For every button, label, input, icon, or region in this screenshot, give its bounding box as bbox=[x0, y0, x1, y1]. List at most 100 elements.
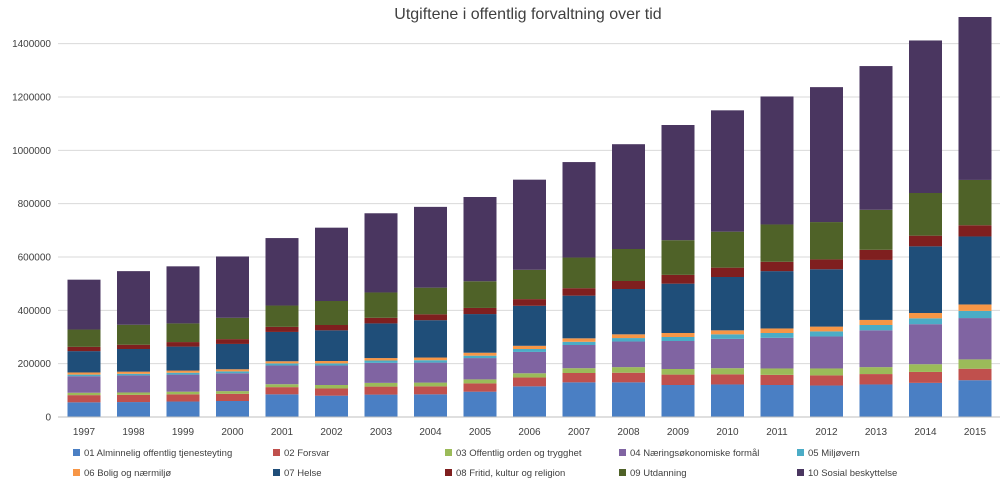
bar-segment bbox=[414, 362, 447, 383]
legend-item: 08 Fritid, kultur og religion bbox=[445, 468, 565, 479]
bar-segment bbox=[562, 341, 596, 345]
bar-segment bbox=[315, 363, 348, 366]
bar-segment bbox=[760, 333, 794, 338]
bar-segment bbox=[562, 345, 596, 369]
bar-segment bbox=[612, 382, 645, 417]
bar-segment bbox=[117, 392, 150, 395]
legend-swatch bbox=[273, 449, 280, 456]
x-tick-label: 1998 bbox=[122, 427, 145, 438]
bar-segment bbox=[711, 231, 744, 268]
bar-segment bbox=[67, 346, 101, 352]
bar-segment bbox=[760, 368, 794, 375]
bar-stack-2011 bbox=[760, 96, 794, 417]
bar-segment bbox=[859, 319, 893, 325]
bar-segment bbox=[414, 360, 447, 363]
bar-segment bbox=[958, 236, 992, 305]
bar-segment bbox=[859, 209, 893, 250]
bar-segment bbox=[117, 402, 150, 417]
legend-label: 06 Bolig og nærmiljø bbox=[84, 468, 171, 479]
bar-segment bbox=[810, 375, 843, 386]
bar-segment bbox=[364, 213, 398, 293]
bar-segment bbox=[364, 317, 398, 324]
bar-segment bbox=[612, 334, 645, 339]
bar-segment bbox=[166, 401, 200, 417]
legend-label: 10 Sosial beskyttelse bbox=[808, 468, 897, 479]
bar-segment bbox=[711, 384, 744, 417]
bar-segment bbox=[265, 365, 299, 385]
bar-segment bbox=[463, 314, 497, 353]
bar-stack-1999 bbox=[166, 266, 200, 417]
x-tick-label: 2000 bbox=[221, 427, 244, 438]
bar-segment bbox=[216, 373, 249, 392]
bar-segment bbox=[810, 326, 843, 332]
bar-segment bbox=[810, 269, 843, 327]
y-tick-label: 0 bbox=[45, 413, 51, 424]
bar-segment bbox=[117, 394, 150, 403]
legend-swatch bbox=[797, 469, 804, 476]
bar-segment bbox=[216, 339, 249, 344]
bar-segment bbox=[859, 249, 893, 260]
bar-segment bbox=[562, 288, 596, 296]
bar-segment bbox=[216, 369, 249, 372]
y-tick-label: 200000 bbox=[18, 359, 52, 370]
bar-segment bbox=[661, 240, 695, 275]
legend-item: 07 Helse bbox=[273, 468, 322, 479]
bar-segment bbox=[661, 337, 695, 341]
bar-segment bbox=[67, 372, 101, 375]
bar-segment bbox=[364, 292, 398, 318]
bar-segment bbox=[364, 394, 398, 417]
bar-segment bbox=[364, 358, 398, 361]
bar-segment bbox=[166, 342, 200, 347]
bar-stack-2002 bbox=[315, 227, 348, 417]
x-tick-label: 2009 bbox=[667, 427, 690, 438]
bar-segment bbox=[711, 277, 744, 331]
x-tick-label: 2004 bbox=[419, 427, 442, 438]
bar-segment bbox=[117, 324, 150, 345]
x-axis-ticks: 1997 1998 1999 2000 2001 2002 2003 2004 2005 2006… bbox=[73, 427, 987, 438]
bar-segment bbox=[711, 368, 744, 375]
bar-segment bbox=[612, 249, 645, 281]
bar-segment bbox=[463, 383, 497, 392]
bar-segment bbox=[117, 349, 150, 372]
x-tick-label: 1997 bbox=[73, 427, 96, 438]
legend-swatch bbox=[797, 449, 804, 456]
bar-segment bbox=[859, 330, 893, 368]
bar-segment bbox=[166, 323, 200, 343]
legend-item: 06 Bolig og nærmiljø bbox=[73, 468, 171, 479]
bar-segment bbox=[216, 256, 249, 318]
legend-item: 09 Utdanning bbox=[619, 468, 687, 479]
bar-segment bbox=[760, 374, 794, 385]
x-tick-label: 2012 bbox=[815, 427, 838, 438]
bar-segment bbox=[315, 227, 348, 301]
bar-segment bbox=[909, 324, 942, 365]
bar-stack-2003 bbox=[364, 213, 398, 417]
legend-swatch bbox=[445, 469, 452, 476]
bar-segment bbox=[166, 346, 200, 371]
bar-segment bbox=[117, 373, 150, 376]
bar-segment bbox=[513, 377, 546, 387]
bar-segment bbox=[661, 283, 695, 333]
bar-stack-2014 bbox=[909, 40, 942, 417]
bar-segment bbox=[909, 193, 942, 236]
bar-stack-2006 bbox=[513, 179, 546, 417]
bar-segment bbox=[265, 361, 299, 364]
bar-segment bbox=[661, 385, 695, 417]
bar-segment bbox=[909, 313, 942, 319]
legend-swatch bbox=[73, 449, 80, 456]
bar-segment bbox=[166, 391, 200, 395]
bar-segment bbox=[909, 40, 942, 193]
bar-segment bbox=[760, 96, 794, 225]
bar-segment bbox=[67, 402, 101, 417]
legend-label: 09 Utdanning bbox=[630, 468, 687, 479]
bar-segment bbox=[859, 325, 893, 331]
y-tick-label: 1200000 bbox=[12, 93, 51, 104]
bar-segment bbox=[315, 361, 348, 364]
bar-segment bbox=[67, 374, 101, 377]
bar-segment bbox=[364, 382, 398, 387]
legend-label: 04 Næringsøkonomiske formål bbox=[630, 448, 759, 459]
bar-segment bbox=[364, 362, 398, 383]
bar-segment bbox=[562, 162, 596, 258]
bar-segment bbox=[612, 144, 645, 249]
bar-segment bbox=[760, 337, 794, 369]
